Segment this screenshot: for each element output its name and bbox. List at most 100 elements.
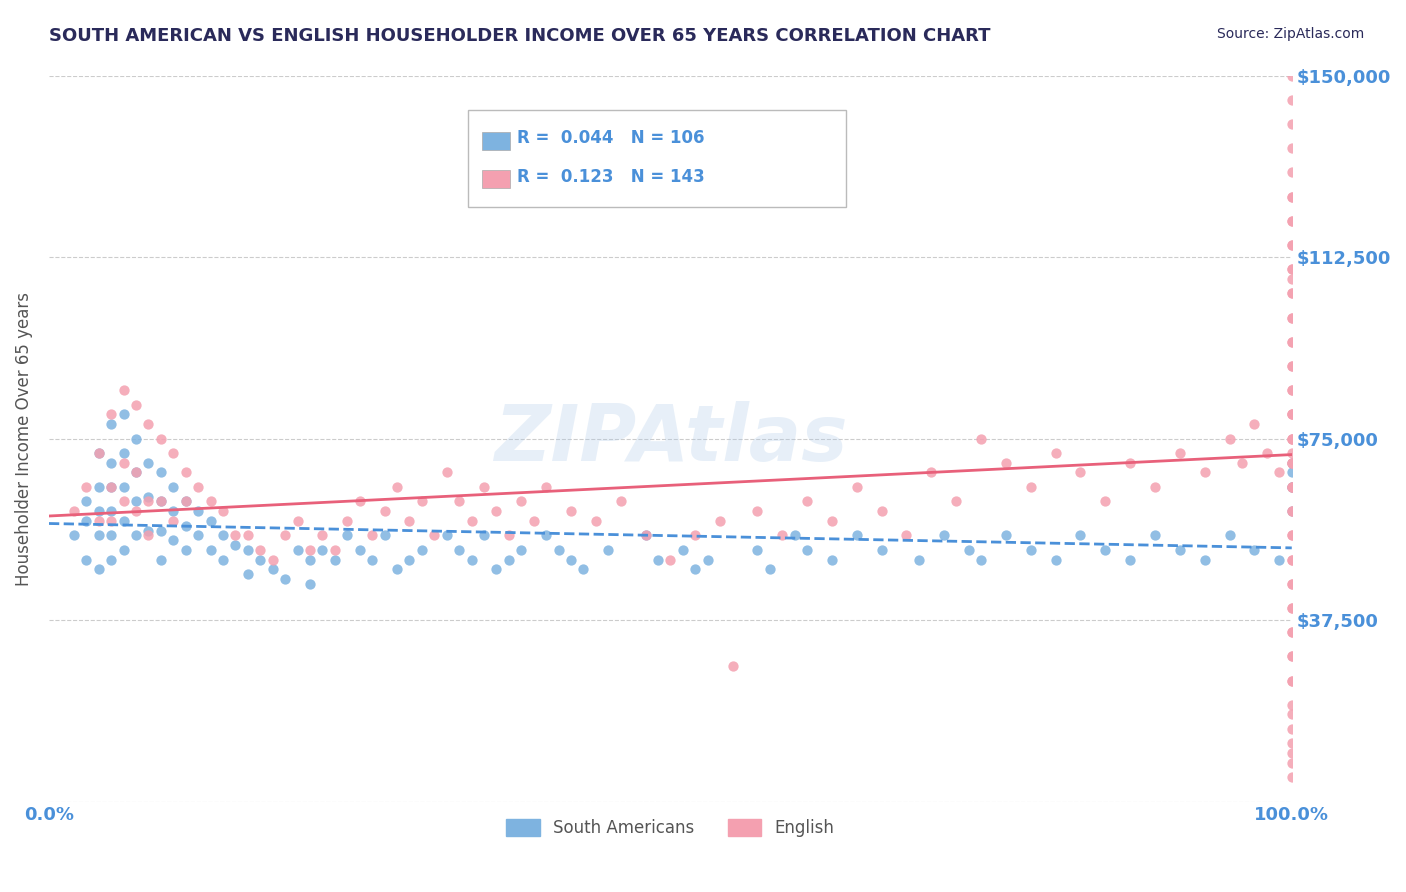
Point: [125, 466, 148, 480]
Point: [747, 542, 769, 557]
Point: [63, 504, 86, 518]
Point: [1281, 480, 1303, 494]
Point: [585, 514, 607, 528]
Point: [87, 504, 110, 518]
Point: [1281, 286, 1303, 301]
Point: [472, 480, 495, 494]
Point: [1281, 432, 1303, 446]
Point: [994, 456, 1017, 470]
Point: [870, 504, 893, 518]
Point: [1281, 746, 1303, 760]
Point: [1281, 272, 1303, 286]
Point: [1281, 213, 1303, 227]
Point: [212, 504, 235, 518]
Point: [534, 528, 557, 542]
Point: [1281, 770, 1303, 784]
Point: [1281, 480, 1303, 494]
Point: [112, 383, 135, 397]
Point: [449, 494, 471, 508]
Point: [138, 524, 160, 538]
Point: [1281, 649, 1303, 664]
Point: [349, 494, 371, 508]
Point: [187, 504, 209, 518]
Point: [1168, 446, 1191, 460]
Point: [249, 552, 271, 566]
Point: [100, 552, 122, 566]
Point: [1281, 189, 1303, 203]
Point: [75, 552, 97, 566]
Point: [1281, 756, 1303, 770]
Point: [87, 528, 110, 542]
Point: [1281, 737, 1303, 751]
Point: [112, 446, 135, 460]
Point: [212, 552, 235, 566]
Point: [174, 518, 197, 533]
Point: [149, 432, 172, 446]
Point: [1281, 576, 1303, 591]
Point: [1281, 432, 1303, 446]
Point: [1281, 93, 1303, 107]
Point: [236, 542, 259, 557]
Point: [970, 432, 993, 446]
Point: [1281, 528, 1303, 542]
Point: [1281, 432, 1303, 446]
Point: [373, 504, 395, 518]
Point: [125, 398, 148, 412]
Point: [1230, 456, 1253, 470]
Point: [100, 514, 122, 528]
Point: [262, 552, 284, 566]
Point: [485, 562, 508, 576]
Point: [373, 528, 395, 542]
Point: [398, 514, 420, 528]
Point: [361, 528, 384, 542]
Point: [87, 480, 110, 494]
Point: [385, 562, 408, 576]
Point: [1281, 117, 1303, 131]
Point: [770, 528, 793, 542]
Point: [472, 528, 495, 542]
Point: [1281, 504, 1303, 518]
Point: [112, 514, 135, 528]
Point: [460, 514, 482, 528]
Point: [100, 480, 122, 494]
Point: [1281, 456, 1303, 470]
Point: [523, 514, 546, 528]
Point: [1281, 286, 1303, 301]
Point: [87, 514, 110, 528]
Point: [361, 552, 384, 566]
Point: [534, 480, 557, 494]
Point: [970, 552, 993, 566]
Point: [174, 542, 197, 557]
Point: [100, 408, 122, 422]
Point: [449, 542, 471, 557]
Point: [1281, 359, 1303, 373]
Point: [747, 504, 769, 518]
Point: [1045, 446, 1067, 460]
Point: [1281, 213, 1303, 227]
Point: [634, 528, 657, 542]
Point: [162, 514, 184, 528]
Point: [125, 432, 148, 446]
Point: [1144, 528, 1167, 542]
Text: SOUTH AMERICAN VS ENGLISH HOUSEHOLDER INCOME OVER 65 YEARS CORRELATION CHART: SOUTH AMERICAN VS ENGLISH HOUSEHOLDER IN…: [49, 27, 991, 45]
Point: [162, 504, 184, 518]
Point: [1281, 480, 1303, 494]
Point: [1256, 446, 1278, 460]
Point: [994, 528, 1017, 542]
Point: [174, 466, 197, 480]
Point: [63, 528, 86, 542]
Point: [125, 466, 148, 480]
Point: [1281, 310, 1303, 325]
Point: [870, 542, 893, 557]
Point: [547, 542, 569, 557]
Point: [1281, 165, 1303, 179]
Point: [274, 528, 297, 542]
Point: [1281, 383, 1303, 397]
Point: [1094, 494, 1116, 508]
Point: [1281, 456, 1303, 470]
Point: [112, 542, 135, 557]
Point: [683, 528, 706, 542]
Point: [1281, 625, 1303, 640]
Point: [149, 494, 172, 508]
Point: [932, 528, 955, 542]
